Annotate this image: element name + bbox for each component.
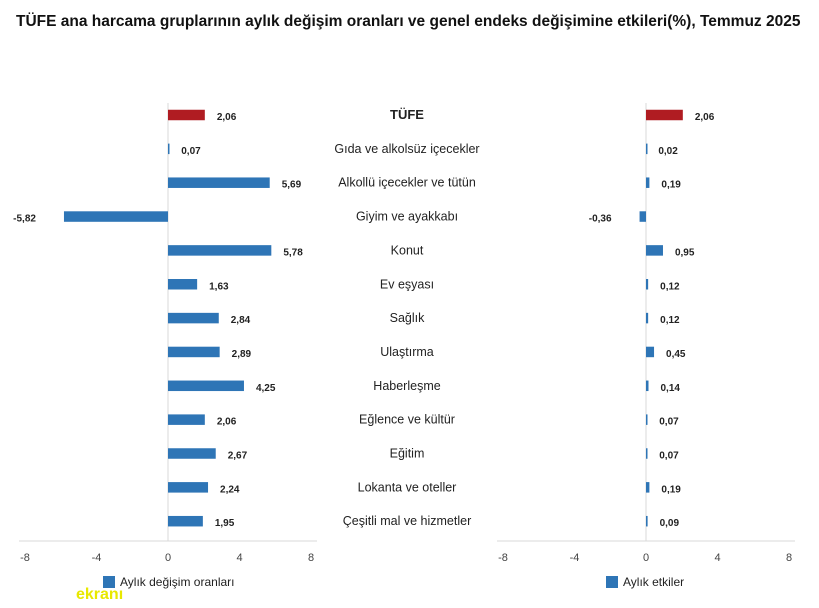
data-label: 0,02: [658, 146, 678, 157]
bar: [168, 414, 205, 425]
data-label: 0,95: [675, 247, 695, 258]
category-label: TÜFE: [390, 107, 424, 122]
data-label: 2,89: [232, 349, 252, 360]
bar: [168, 515, 203, 527]
bar: [168, 109, 205, 121]
bar: [646, 448, 648, 459]
bar: [646, 515, 648, 527]
bar: [646, 414, 648, 425]
category-label: Ulaştırma: [380, 345, 434, 359]
legend-swatch: [606, 576, 618, 588]
data-label: -5,82: [13, 214, 36, 225]
category-label: Giyim ve ayakkabı: [356, 210, 458, 224]
bar: [168, 448, 216, 459]
bar: [646, 346, 655, 358]
x-tick-label: -4: [570, 552, 580, 564]
bar: [646, 482, 650, 493]
category-label: Çeşitli mal ve hizmetler: [343, 514, 472, 528]
x-tick-label: -8: [20, 552, 30, 564]
x-tick-label: 4: [236, 552, 242, 564]
data-label: 0,12: [660, 281, 680, 292]
category-label: Eğlence ve kültür: [359, 413, 455, 427]
bar: [168, 380, 244, 392]
data-label: 5,78: [283, 247, 303, 258]
bar: [646, 380, 649, 392]
bar: [646, 245, 663, 256]
data-label: 2,06: [217, 417, 237, 428]
bar: [646, 177, 650, 188]
bar: [63, 211, 168, 222]
bar: [168, 482, 209, 493]
category-label: Gıda ve alkolsüz içecekler: [334, 142, 479, 156]
category-label: Sağlık: [390, 311, 425, 325]
data-label: 2,06: [695, 112, 715, 123]
x-tick-label: 8: [308, 552, 314, 564]
data-label: 2,06: [217, 112, 237, 123]
bar: [646, 279, 649, 290]
x-tick-label: -4: [92, 552, 102, 564]
category-label: Eğitim: [390, 447, 425, 461]
data-label: 0,07: [181, 146, 201, 157]
bar: [168, 346, 220, 358]
x-tick-label: 0: [643, 552, 649, 564]
data-label: 2,24: [220, 484, 240, 495]
bar: [168, 177, 270, 188]
bar: [168, 279, 198, 290]
category-label: Ev eşyası: [380, 277, 434, 291]
bar: [646, 143, 648, 155]
category-label: Alkollü içecekler ve tütün: [338, 176, 476, 190]
bar: [168, 245, 272, 256]
data-label: 0,07: [659, 417, 679, 428]
bar: [168, 312, 219, 324]
bar: [168, 143, 170, 155]
x-tick-label: 0: [165, 552, 171, 564]
bar: [646, 312, 649, 324]
data-label: 1,95: [215, 518, 235, 529]
x-tick-label: 4: [714, 552, 720, 564]
legend-label: Aylık değişim oranları: [120, 575, 235, 589]
category-label: Haberleşme: [373, 379, 440, 393]
data-label: 0,07: [659, 451, 679, 462]
data-label: 0,09: [660, 518, 680, 529]
data-label: 1,63: [209, 281, 229, 292]
x-tick-label: -8: [498, 552, 508, 564]
legend-swatch: [103, 576, 115, 588]
chart-title: TÜFE ana harcama gruplarının aylık değiş…: [16, 13, 801, 30]
legend-label: Aylık etkiler: [623, 575, 684, 589]
data-label: 0,19: [661, 180, 681, 191]
data-label: 0,12: [660, 315, 680, 326]
bar: [646, 109, 683, 121]
data-label: 2,84: [231, 315, 251, 326]
data-label: 5,69: [282, 180, 302, 191]
data-label: 0,45: [666, 349, 686, 360]
data-label: 2,67: [228, 451, 248, 462]
category-label: Lokanta ve oteller: [358, 480, 457, 494]
x-tick-label: 8: [786, 552, 792, 564]
data-label: 0,14: [661, 383, 681, 394]
category-label: Konut: [391, 243, 424, 257]
data-label: -0,36: [589, 214, 612, 225]
data-label: 0,19: [661, 484, 681, 495]
watermark-logo: ekranı: [76, 586, 124, 603]
data-label: 4,25: [256, 383, 276, 394]
bar: [639, 211, 646, 222]
